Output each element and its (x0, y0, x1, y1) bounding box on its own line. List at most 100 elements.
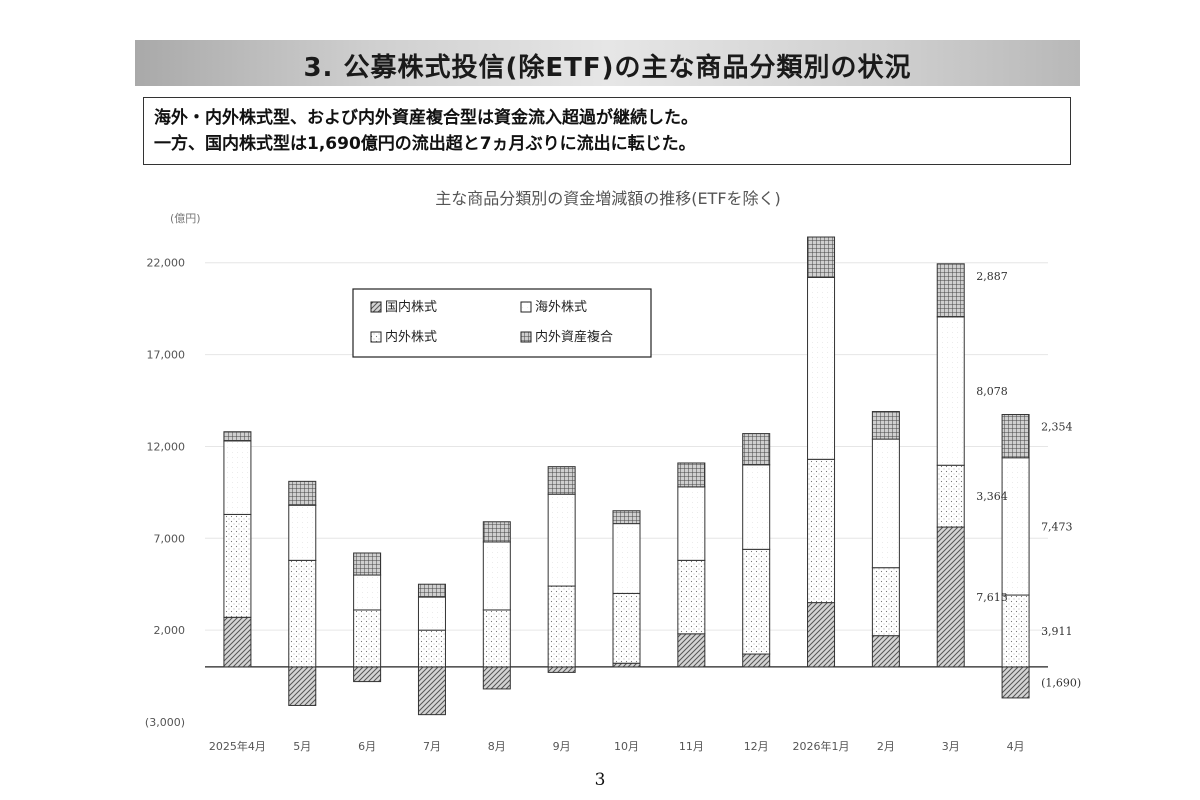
bar-segment-1-1 (288, 559, 317, 668)
bar-segment-5-0 (547, 666, 576, 673)
x-tick-label-2: 6月 (358, 740, 376, 753)
bars-layer (223, 236, 1030, 716)
legend-swatch-3 (520, 331, 532, 343)
bar-segment-3-0 (417, 666, 446, 716)
chart-title: 主な商品分類別の資金増減額の推移(ETFを除く) (435, 189, 781, 208)
bar-segment-6-2 (612, 523, 641, 594)
bar-segment-1-2 (288, 504, 317, 561)
bar-segment-1-3 (288, 480, 317, 506)
bar-segment-3-1 (417, 629, 446, 668)
bar-segment-7-0 (677, 633, 706, 668)
bar-segment-8-0 (742, 653, 771, 668)
bar-segment-12-3 (1001, 414, 1030, 459)
bar-segment-10-0 (871, 635, 900, 668)
bar-segment-4-1 (482, 609, 511, 668)
bar-segment-2-1 (353, 609, 382, 668)
bar-segment-0-1 (223, 513, 252, 618)
bar-segment-7-2 (677, 486, 706, 561)
bar-segment-10-2 (871, 438, 900, 569)
legend-label-2: 内外株式 (385, 329, 437, 345)
legend-swatch-2 (370, 331, 382, 343)
page-number: 3 (594, 770, 606, 790)
bar-segment-5-2 (547, 493, 576, 587)
legend-swatch-0 (370, 301, 382, 313)
x-tick-label-0: 2025年4月 (209, 739, 266, 753)
bar-segment-5-3 (547, 466, 576, 495)
bar-segment-0-2 (223, 440, 252, 515)
y-tick-label-0: (3,000) (145, 716, 185, 729)
bar-segment-3-3 (417, 583, 446, 598)
bar-segment-6-1 (612, 592, 641, 664)
bar-segment-11-2 (936, 316, 965, 466)
y-tick-label-4: 17,000 (147, 349, 186, 362)
y-axis-unit: (億円) (170, 212, 201, 225)
data-label-4: 2,354 (1041, 421, 1073, 434)
x-tick-label-7: 11月 (679, 740, 704, 753)
bar-segment-7-3 (677, 462, 706, 488)
bar-segment-9-3 (807, 236, 836, 278)
bar-segment-6-3 (612, 510, 641, 525)
x-tick-label-3: 7月 (423, 740, 441, 753)
bar-segment-9-1 (807, 458, 836, 604)
data-label-3: 7,613 (976, 591, 1008, 604)
summary-line-2: 一方、国内株式型は1,690億円の流出超と7ヵ月ぶりに流出に転じた。 (154, 134, 696, 154)
legend-label-3: 内外資産複合 (535, 329, 613, 345)
y-tick-label-5: 22,000 (147, 257, 186, 270)
bar-segment-4-0 (482, 666, 511, 690)
y-tick-label-1: 2,000 (154, 624, 186, 637)
data-label-2: 3,364 (976, 490, 1008, 503)
bar-segment-2-0 (353, 666, 382, 683)
bar-segment-11-0 (936, 526, 965, 668)
y-tick-label-2: 7,000 (154, 532, 186, 545)
bar-segment-10-1 (871, 567, 900, 637)
legend-label-0: 国内株式 (385, 299, 437, 315)
x-tick-label-5: 9月 (553, 740, 571, 753)
bar-segment-2-3 (353, 552, 382, 576)
grid-layer: (3,000) 2,000 7,000 12,000 17,000 22,000 (145, 257, 1048, 729)
x-tick-label-10: 2月 (877, 740, 895, 753)
bar-segment-4-2 (482, 541, 511, 611)
legend-label-1: 海外株式 (535, 300, 587, 315)
data-label-7: (1,690) (1041, 676, 1081, 689)
bar-segment-1-0 (288, 666, 317, 706)
bar-segment-5-1 (547, 585, 576, 668)
x-tick-label-1: 5月 (293, 740, 311, 753)
legend-box (352, 288, 652, 358)
data-label-0: 2,887 (976, 270, 1008, 283)
bar-segment-2-2 (353, 574, 382, 611)
x-tick-label-4: 8月 (488, 740, 506, 753)
bar-segment-12-0 (1001, 666, 1030, 699)
x-tick-label-8: 12月 (744, 740, 769, 753)
labels-layer: 2025年4月 5月 6月 7月 8月 9月 10月 11月 12月 2026年1月 2月 3月 4月 2… (209, 270, 1081, 753)
x-tick-label-11: 3月 (942, 740, 960, 753)
bar-segment-0-0 (223, 616, 252, 668)
bar-segment-4-3 (482, 521, 511, 543)
legend-swatch-1 (520, 301, 532, 313)
x-tick-label-12: 4月 (1007, 740, 1025, 753)
x-tick-label-9: 2026年1月 (793, 739, 850, 753)
bar-segment-8-1 (742, 548, 771, 655)
bar-segment-11-3 (936, 263, 965, 318)
summary-box: 海外・内外株式型、および内外資産複合型は資金流入超過が継続した。 一方、国内株式… (143, 97, 1071, 165)
heading-bar: 3. 公募株式投信(除ETF)の主な商品分類別の状況 (135, 40, 1080, 86)
bar-segment-12-2 (1001, 457, 1030, 596)
page-heading: 3. 公募株式投信(除ETF)の主な商品分類別の状況 (303, 53, 912, 83)
bar-segment-12-1 (1001, 594, 1030, 668)
data-label-5: 7,473 (1041, 520, 1073, 533)
bar-segment-6-0 (612, 662, 641, 668)
bar-segment-0-3 (223, 431, 252, 442)
bar-segment-3-2 (417, 596, 446, 631)
bar-segment-11-1 (936, 464, 965, 528)
bar-segment-10-3 (871, 411, 900, 440)
bar-segment-8-3 (742, 433, 771, 466)
summary-line-1: 海外・内外株式型、および内外資産複合型は資金流入超過が継続した。 (154, 108, 698, 128)
data-label-6: 3,911 (1041, 625, 1073, 638)
bar-segment-8-2 (742, 464, 771, 550)
y-tick-label-3: 12,000 (147, 440, 186, 453)
data-label-1: 8,078 (976, 385, 1008, 398)
bar-segment-9-0 (807, 602, 836, 668)
bar-segment-7-1 (677, 559, 706, 635)
x-tick-label-6: 10月 (614, 740, 639, 753)
